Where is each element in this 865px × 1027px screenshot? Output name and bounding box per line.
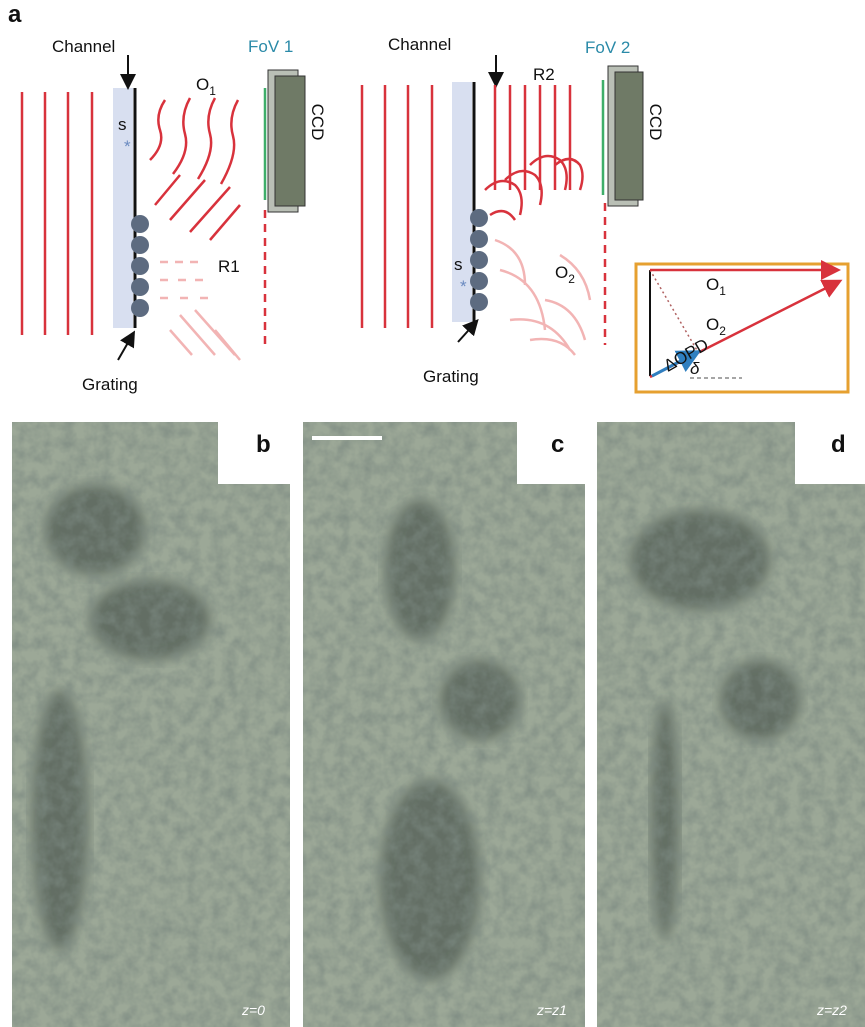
micrograph-panel: b z=0 (12, 420, 291, 1027)
o2-base: O (706, 315, 719, 334)
micrograph-panel: d z=z2 (597, 420, 865, 1027)
object-sub: 1 (209, 84, 216, 98)
label-notch (218, 420, 291, 484)
figure: a Channel FoV 1 O1 s * CCD R1 Grating Ch… (0, 0, 865, 1027)
o1-base: O (706, 275, 719, 294)
micrograph-panel: c z=z1 (303, 420, 586, 1027)
angle-label: δ (690, 359, 700, 378)
object-base: O (196, 75, 209, 94)
object-base: O (555, 263, 568, 282)
panel-label: c (551, 431, 564, 458)
grating-label: Grating (82, 375, 138, 394)
texture (12, 422, 290, 1027)
grating-label: Grating (423, 367, 479, 386)
o2-sub: 2 (719, 324, 726, 338)
fov-label: FoV 1 (248, 37, 293, 56)
depth-label: z=z2 (816, 1002, 847, 1018)
reference-label: R2 (533, 65, 555, 84)
image-panels: b z=0 c z=z1 d z=z2 (12, 420, 865, 1027)
channel-label: Channel (388, 35, 451, 54)
depth-label: z=0 (241, 1002, 265, 1018)
setup-left: Channel FoV 1 O1 s * CCD R1 Grating (22, 37, 327, 394)
object-label: O2 (555, 263, 575, 286)
sample-label: s (118, 115, 127, 134)
depth-label: z=z1 (536, 1002, 567, 1018)
detector-label: CCD (308, 104, 327, 141)
panel-label: a (8, 1, 22, 28)
sample-label: s (454, 255, 463, 274)
reference-label: R1 (218, 257, 240, 276)
object-label: O1 (196, 75, 216, 98)
channel-label: Channel (52, 37, 115, 56)
sample-marker: * (460, 277, 467, 296)
object-sub: 2 (568, 272, 575, 286)
panel-label: d (831, 431, 846, 458)
detector-label: CCD (646, 104, 665, 141)
inset: O1 O2 ΔOPD δ (636, 264, 848, 392)
label-notch (795, 420, 865, 484)
sample-marker: * (124, 137, 131, 156)
texture (303, 422, 585, 1027)
o1-sub: 1 (719, 284, 726, 298)
setup-right: Channel FoV 2 R2 s * O2 CCD Grating (362, 35, 665, 386)
texture (597, 422, 865, 1027)
fov-label: FoV 2 (585, 38, 630, 57)
panel-label: b (256, 431, 271, 458)
